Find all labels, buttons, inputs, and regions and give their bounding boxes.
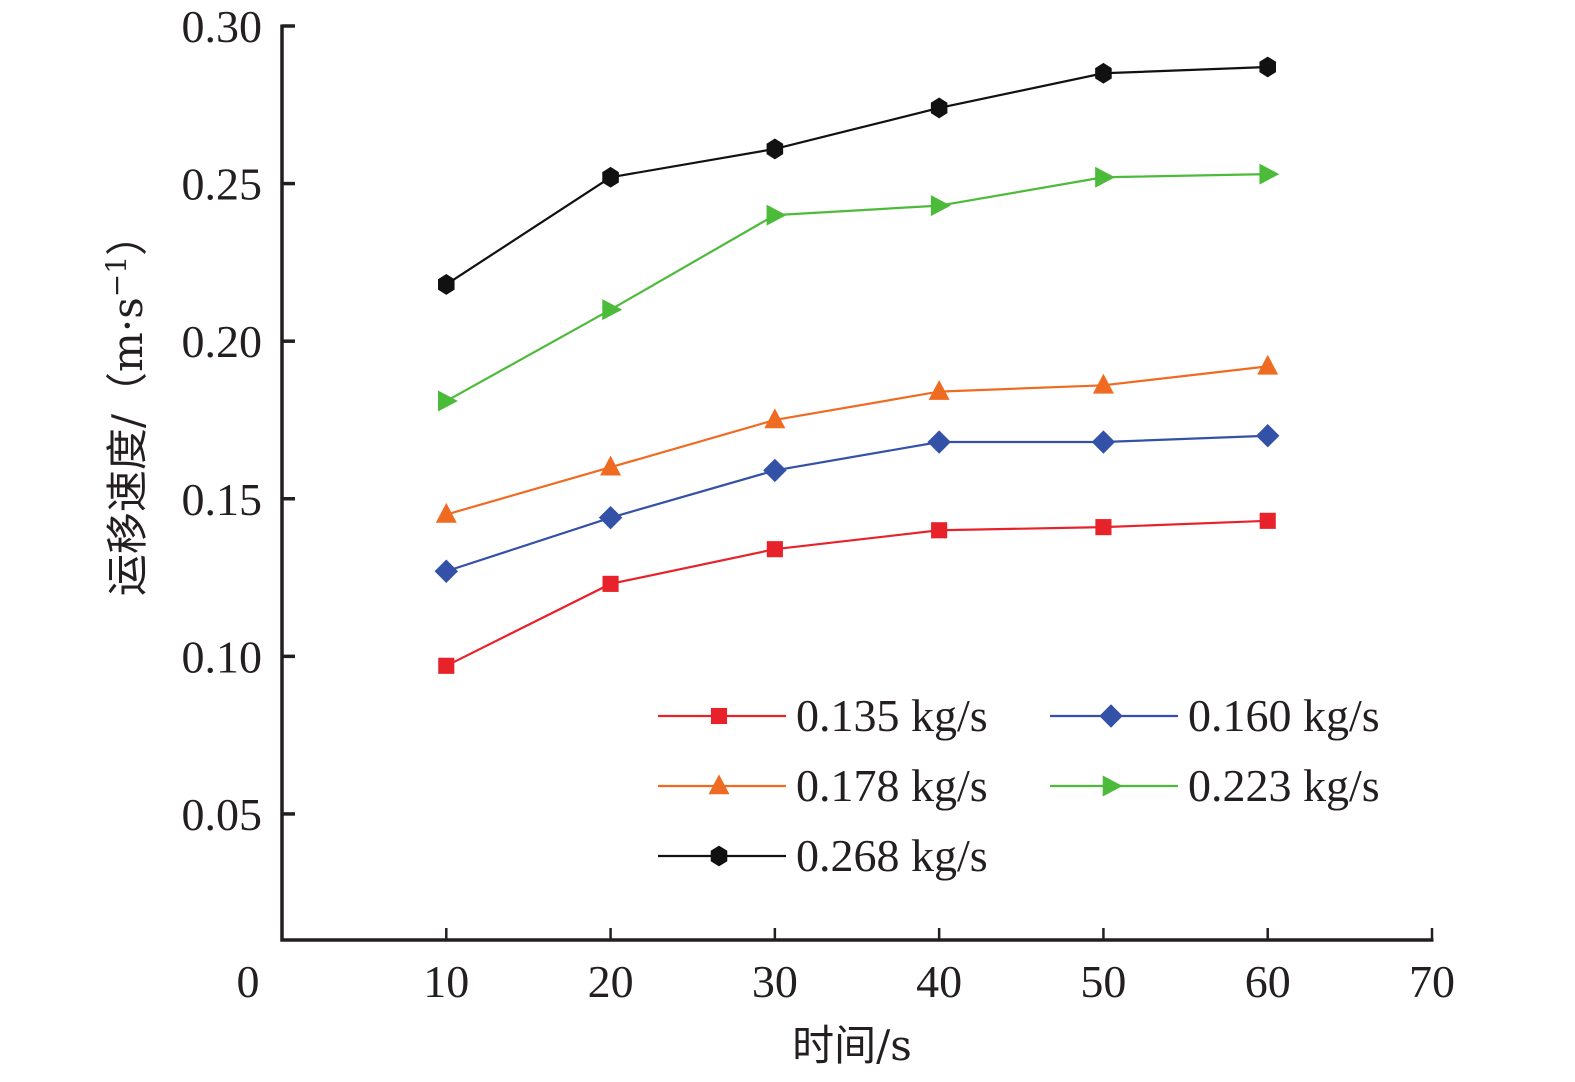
legend-marker (1099, 704, 1123, 728)
data-point (437, 390, 458, 412)
data-point (928, 379, 950, 400)
legend-item: 0.135 kg/s (658, 690, 988, 741)
series-0-160-kg-s (434, 424, 1280, 583)
data-point (1092, 373, 1114, 394)
data-point (766, 204, 787, 226)
data-point (600, 455, 622, 476)
legend-item: 0.223 kg/s (1050, 760, 1380, 811)
data-point (766, 138, 784, 160)
y-tick-label: 0.05 (182, 789, 263, 840)
data-point (1095, 166, 1116, 188)
legend-label: 0.223 kg/s (1188, 760, 1380, 811)
series-0-223-kg-s (437, 163, 1280, 412)
y-ticks: 0.05 0.10 0.15 0.20 0.25 0.30 (182, 1, 295, 840)
legend-item: 0.160 kg/s (1050, 690, 1380, 741)
data-point (434, 559, 458, 583)
y-tick-label: 0.10 (182, 631, 263, 682)
legend-label: 0.135 kg/s (796, 690, 988, 741)
series-line (445, 173, 1268, 403)
y-tick-label: 0.30 (182, 1, 263, 52)
y-axis-title: 运移速度/（m·s−1） (100, 214, 152, 596)
x-tick-label: 40 (916, 956, 962, 1007)
legend-marker (708, 774, 730, 795)
data-point (763, 458, 787, 483)
svg-text:运移速度/（m·s−1）: 运移速度/（m·s−1） (100, 214, 152, 596)
data-point (602, 575, 619, 592)
data-point (602, 166, 619, 188)
series-line (445, 519, 1268, 667)
y-tick-label: 0.15 (182, 474, 263, 525)
legend-marker (710, 707, 728, 725)
data-point (598, 505, 623, 530)
x-tick-label: 60 (1245, 956, 1291, 1007)
legend: 0.135 kg/s 0.160 kg/s 0.178 kg/s 0.223 kg/s… (658, 690, 1380, 881)
data-point (438, 274, 455, 295)
series-0-135-kg-s (438, 512, 1276, 674)
data-point (1259, 512, 1276, 529)
data-point (930, 97, 948, 119)
x-ticks: 0 10 20 30 40 50 60 70 (237, 928, 1455, 1007)
series-line (445, 434, 1268, 573)
y-axis-title-main: 运移速度/（m·s (103, 297, 152, 596)
data-point (930, 195, 951, 217)
data-point (438, 657, 455, 674)
x-tick-label: 20 (588, 956, 634, 1007)
y-tick-label: 0.20 (182, 316, 263, 367)
y-axis-title-superscript: −1 (100, 256, 133, 297)
data-point (927, 430, 951, 454)
legend-label: 0.160 kg/s (1188, 690, 1380, 741)
x-tick-label: 70 (1409, 956, 1455, 1007)
data-point (1257, 354, 1279, 375)
data-point (1095, 519, 1112, 536)
legend-item: 0.178 kg/s (658, 760, 988, 811)
data-point (931, 522, 948, 539)
legend-item: 0.268 kg/s (658, 830, 988, 881)
x-tick-label: 30 (752, 956, 798, 1007)
data-point (764, 408, 786, 429)
axes: 0.05 0.10 0.15 0.20 0.25 0.30 0 10 20 30 40 50 60 70 (182, 1, 1456, 1007)
x-tick-label: 10 (423, 956, 469, 1007)
data-point (1095, 62, 1112, 84)
data-point (602, 299, 623, 321)
y-tick-label: 0.25 (182, 159, 263, 210)
series-0-268-kg-s (438, 56, 1276, 295)
x-axis-title: 时间/s (792, 1021, 912, 1070)
data-point (1256, 424, 1280, 448)
data-point (1259, 56, 1276, 78)
legend-label: 0.268 kg/s (796, 830, 988, 881)
legend-marker (1102, 775, 1123, 797)
y-axis-title-close: ） (103, 214, 152, 256)
data-point (766, 541, 783, 558)
x-tick-label: 50 (1080, 956, 1126, 1007)
x-tick-label: 0 (237, 956, 260, 1007)
series-line (445, 65, 1268, 286)
series-line (445, 365, 1268, 516)
series-0-178-kg-s (435, 354, 1279, 523)
data-point (435, 502, 457, 523)
data-point (1259, 163, 1280, 185)
legend-marker (710, 845, 728, 867)
series-layer (434, 56, 1280, 674)
data-point (1091, 430, 1116, 454)
legend-label: 0.178 kg/s (796, 760, 988, 811)
